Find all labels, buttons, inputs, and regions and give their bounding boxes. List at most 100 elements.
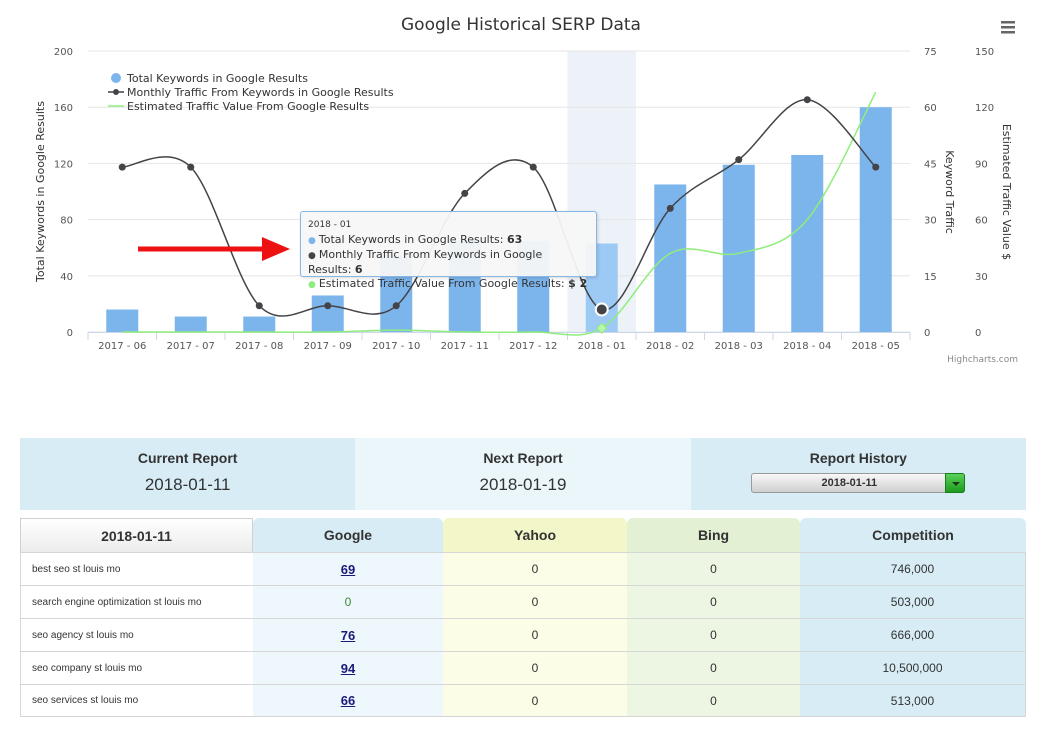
google-rank-link[interactable]: 76	[340, 627, 356, 643]
table-row: seo agency st louis mo 76 0 0 666,000	[20, 618, 1026, 651]
header-report-date: 2018-01-11	[20, 518, 253, 552]
table-header-row: 2018-01-11 Google Yahoo Bing Competition	[20, 518, 1026, 552]
legend-item-value: Estimated Traffic Value From Google Resu…	[127, 100, 369, 113]
bar[interactable]	[722, 164, 755, 332]
y-right2-axis-title: Estimated Traffic Value $	[1000, 124, 1013, 260]
bing-rank-cell: 0	[627, 651, 800, 684]
tooltip-line-keywords: ● Total Keywords in Google Results: 63	[308, 233, 523, 246]
y-right2-tick-label: 120	[975, 103, 994, 114]
google-rank-cell: 94	[253, 651, 443, 684]
y-right2-tick-label: 0	[975, 328, 981, 339]
rankings-table: 2018-01-11 Google Yahoo Bing Competition…	[20, 518, 1026, 717]
yahoo-rank-cell: 0	[443, 651, 627, 684]
bar[interactable]	[106, 309, 139, 332]
traffic-point-active[interactable]	[594, 302, 609, 317]
traffic-point[interactable]	[255, 302, 263, 310]
chevron-down-icon[interactable]	[945, 473, 966, 493]
menu-icon[interactable]	[1001, 21, 1015, 24]
legend-item-traffic: Monthly Traffic From Keywords in Google …	[127, 86, 394, 99]
google-rank-link[interactable]: 94	[340, 660, 356, 676]
traffic-value-marker	[596, 322, 608, 334]
header-competition: Competition	[800, 518, 1026, 552]
google-rank-cell: 69	[253, 552, 443, 585]
yahoo-rank-cell: 0	[443, 684, 627, 717]
traffic-point[interactable]	[735, 156, 743, 164]
series-line-keyword-traffic	[122, 98, 877, 317]
header-google: Google	[253, 518, 443, 552]
google-rank-cell: 76	[253, 618, 443, 651]
bar[interactable]	[791, 154, 824, 332]
legend-symbol-traffic-dot	[113, 89, 119, 95]
traffic-point[interactable]	[872, 163, 880, 171]
traffic-point[interactable]	[461, 189, 469, 197]
google-rank-value: 0	[344, 595, 352, 609]
x-tick-label: 2017 - 08	[235, 341, 283, 352]
table-body: best seo st louis mo 69 0 0 746,000 search en…	[20, 552, 1026, 717]
series-line-traffic-value	[122, 91, 877, 336]
x-tick-label: 2018 - 05	[852, 341, 900, 352]
report-history-label: Report History	[809, 450, 907, 466]
y-right1-tick-label: 0	[924, 328, 930, 339]
y-left-tick-label: 80	[60, 216, 73, 227]
keyword-cell: best seo st louis mo	[20, 552, 253, 585]
y-right2-tick-label: 150	[975, 47, 994, 58]
traffic-point[interactable]	[392, 302, 400, 310]
y-left-tick-label: 120	[54, 159, 73, 170]
yahoo-rank-cell: 0	[443, 585, 627, 618]
header-yahoo: Yahoo	[443, 518, 627, 552]
google-rank-link[interactable]: 69	[340, 561, 356, 577]
x-tick-label: 2018 - 02	[646, 341, 694, 352]
x-tick-label: 2017 - 06	[98, 341, 146, 352]
bar[interactable]	[859, 107, 892, 332]
tooltip-line-value: ● Estimated Traffic Value From Google Res…	[308, 277, 588, 290]
bar[interactable]	[311, 295, 344, 332]
x-tick-label: 2017 - 07	[167, 341, 215, 352]
keyword-cell: search engine optimization st louis mo	[20, 585, 253, 618]
y-right1-tick-label: 75	[924, 47, 937, 58]
x-tick-label: 2017 - 12	[509, 341, 557, 352]
x-tick-label: 2017 - 09	[304, 341, 352, 352]
table-row: seo services st louis mo 66 0 0 513,000	[20, 684, 1026, 717]
legend-symbol-keywords[interactable]	[111, 73, 121, 83]
y-left-tick-label: 200	[54, 47, 73, 58]
keyword-cell: seo agency st louis mo	[20, 618, 253, 651]
current-report: Current Report 2018-01-11	[20, 438, 356, 510]
y-left-tick-label: 0	[67, 328, 73, 339]
serp-chart-svg: 2017 - 06 2017 - 07 2017 - 08 2017 - 09 2017…	[34, 15, 1018, 365]
y-right1-tick-label: 45	[924, 159, 937, 170]
next-report-label: Next Report	[483, 450, 563, 466]
next-report: Next Report 2018-01-19	[355, 438, 691, 510]
bing-rank-cell: 0	[627, 585, 800, 618]
chart-credits: Highcharts.com	[947, 355, 1018, 365]
tooltip-header: 2018 - 01	[308, 220, 352, 230]
header-bing: Bing	[627, 518, 800, 552]
report-history-select[interactable]: 2018-01-11	[751, 473, 966, 493]
chart-tooltip: 2018 - 01 ● Total Keywords in Google Resu…	[300, 211, 597, 290]
next-report-date: 2018-01-19	[479, 475, 567, 494]
traffic-point[interactable]	[324, 302, 332, 310]
yahoo-rank-cell: 0	[443, 618, 627, 651]
y-right2-tick-label: 30	[975, 272, 988, 283]
table-row: seo company st louis mo 94 0 0 10,500,000	[20, 651, 1026, 684]
menu-icon[interactable]	[1001, 26, 1015, 29]
red-arrow-head-icon	[262, 237, 290, 261]
google-rank-cell: 0	[253, 585, 443, 618]
bar[interactable]	[174, 316, 207, 332]
traffic-point[interactable]	[529, 163, 537, 171]
traffic-point[interactable]	[118, 163, 126, 171]
menu-icon[interactable]	[1001, 31, 1015, 34]
google-rank-link[interactable]: 66	[340, 693, 356, 708]
chart-title: Google Historical SERP Data	[401, 15, 641, 35]
current-report-date: 2018-01-11	[144, 475, 231, 494]
traffic-point[interactable]	[803, 96, 811, 104]
yahoo-rank-cell: 0	[443, 552, 627, 585]
legend-item-keywords: Total Keywords in Google Results	[126, 72, 308, 85]
traffic-point[interactable]	[666, 204, 674, 212]
traffic-point[interactable]	[187, 163, 195, 171]
competition-cell: 746,000	[800, 552, 1026, 585]
y-right2-tick-label: 90	[975, 159, 988, 170]
y-right1-tick-label: 30	[924, 216, 937, 227]
competition-cell: 666,000	[800, 618, 1026, 651]
bar[interactable]	[243, 316, 276, 332]
y-right1-tick-label: 15	[924, 272, 937, 283]
